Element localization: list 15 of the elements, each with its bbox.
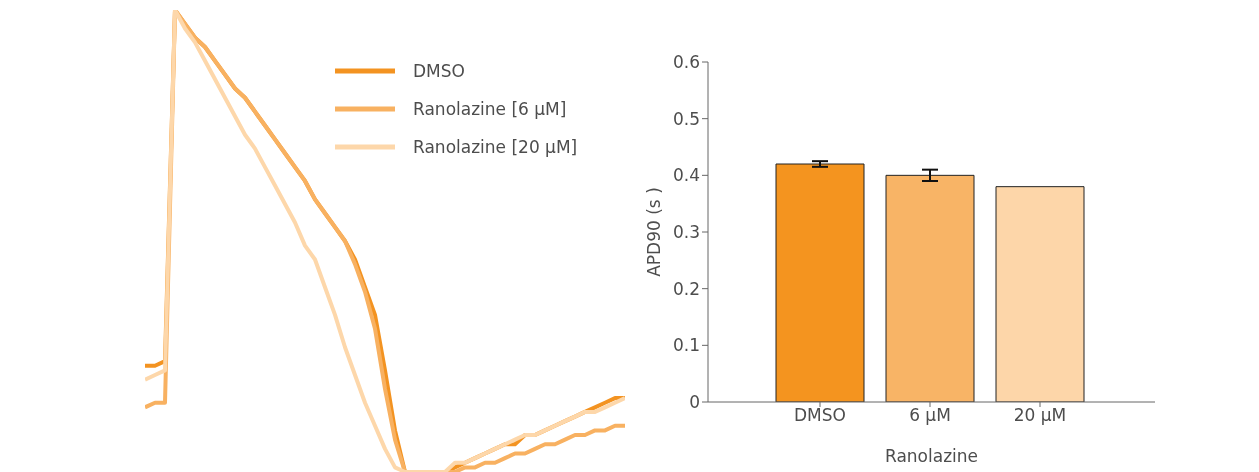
x-tick-label: 6 μM (909, 405, 951, 426)
x-axis-title: Ranolazine (884, 446, 979, 466)
y-tick-label: 0.4 (672, 165, 700, 186)
y-tick-label: 0.6 (672, 52, 700, 73)
legend-label: Ranolazine [6 μM] (413, 99, 567, 119)
y-tick-label: 0.5 (672, 108, 700, 129)
y-tick-label: 0.1 (672, 335, 700, 356)
x-tick-label: 20 μM (1013, 405, 1067, 426)
y-tick-label: 0 (689, 392, 700, 413)
y-axis-title: APD90 (s ) (644, 187, 665, 277)
y-tick-label: 0.2 (672, 278, 700, 299)
y-tick-label: 0.3 (672, 222, 700, 243)
x-tick-label: DMSO (794, 405, 846, 426)
legend-label: DMSO (413, 61, 465, 81)
legend-label: Ranolazine [20 μM] (413, 137, 578, 157)
